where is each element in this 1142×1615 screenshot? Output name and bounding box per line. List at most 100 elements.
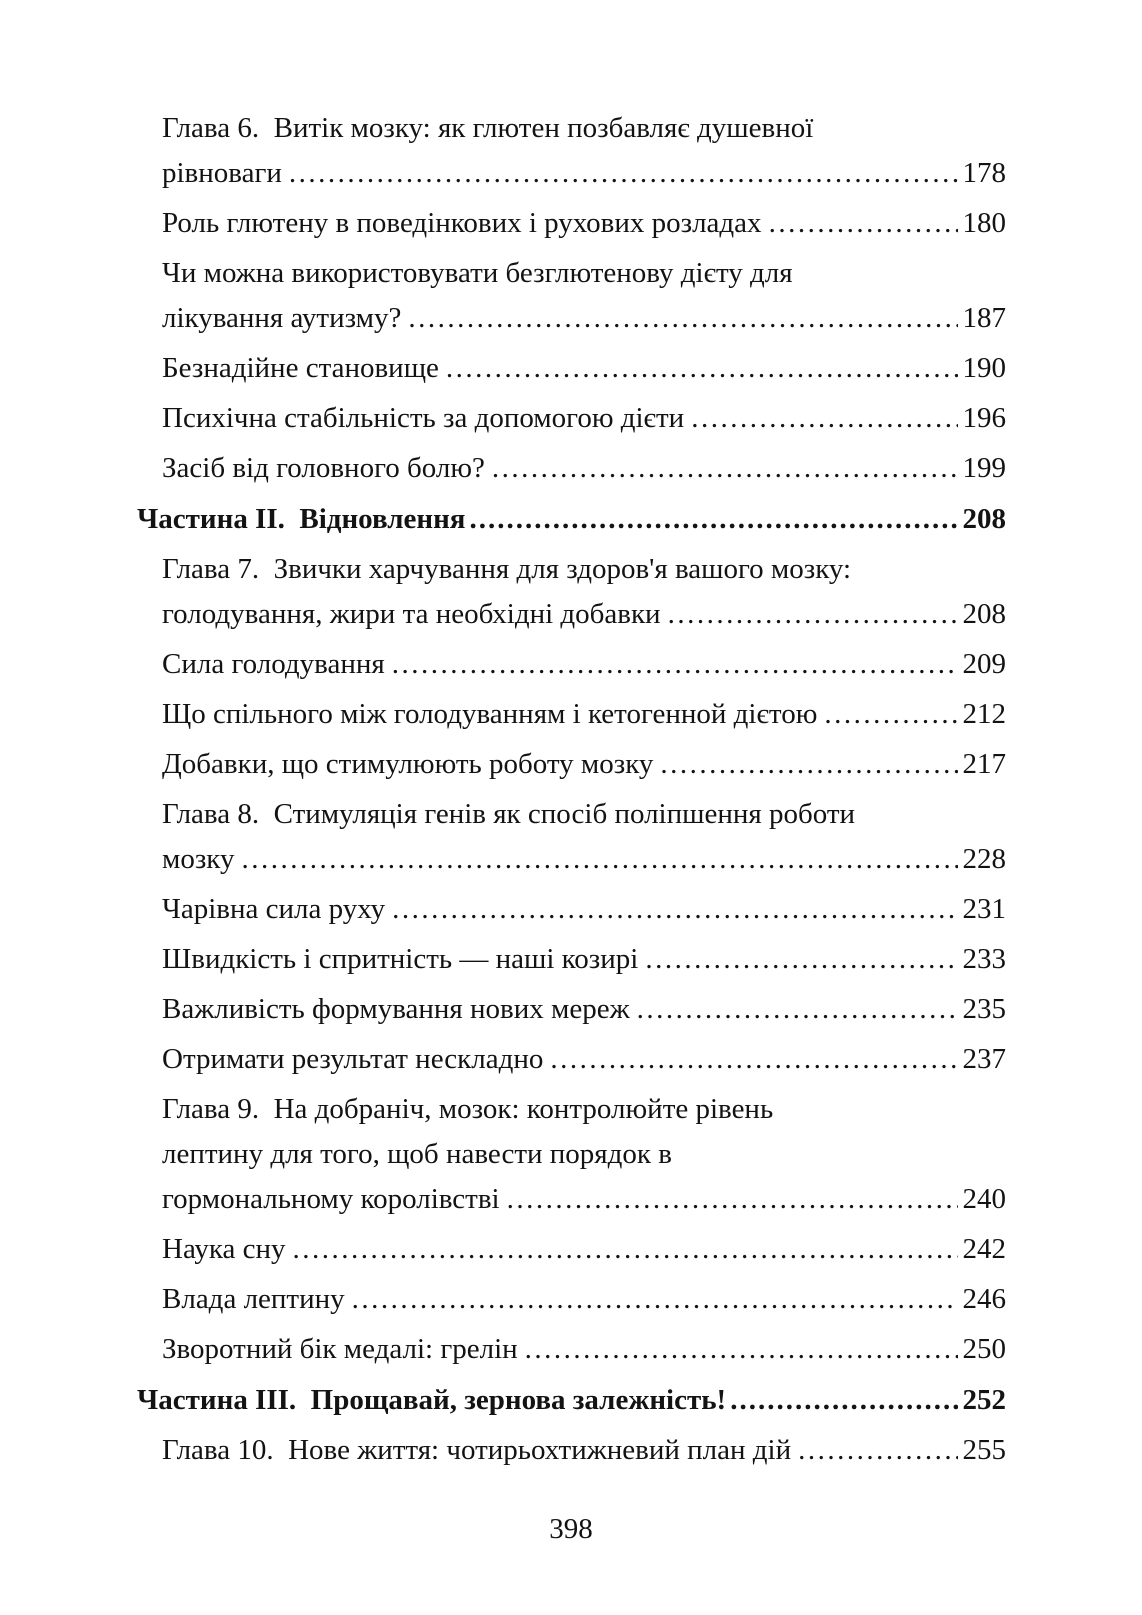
toc-entry-text-line: Роль глютену в поведінкових і рухових ро… xyxy=(162,207,762,239)
toc-entry-last-line: Психічна стабільність за допомогою дієти… xyxy=(162,396,1006,441)
toc-list: Глава 6. Витік мозку: як глютен позбавля… xyxy=(137,106,1006,1478)
toc-entry-last-line: Зворотний бік медалі: грелін............… xyxy=(162,1327,1006,1372)
toc-entry-section: Чи можна використовувати безглютенову ді… xyxy=(137,251,1006,341)
dot-leader: ........................................… xyxy=(288,157,958,189)
toc-entry-last-line: Швидкість і спритність — наші козирі....… xyxy=(162,937,1006,982)
toc-entry-page-number: 196 xyxy=(962,402,1007,434)
toc-entry-last-line: Роль глютену в поведінкових і рухових ро… xyxy=(162,201,1006,246)
toc-entry-page-number: 242 xyxy=(962,1233,1007,1265)
toc-entry-last-line: Важливість формування нових мереж.......… xyxy=(162,987,1006,1032)
toc-entry-text-line: Добавки, що стимулюють роботу мозку xyxy=(162,748,654,780)
toc-entry-chapter: Глава 9. На добраніч, мозок: контролюйте… xyxy=(137,1087,1006,1222)
toc-entry-section: Влада лептину...........................… xyxy=(137,1277,1006,1322)
toc-entry-page-number: 217 xyxy=(962,748,1007,780)
toc-entry-page-number: 187 xyxy=(962,302,1007,334)
toc-entry-section: Наука сну...............................… xyxy=(137,1227,1006,1272)
dot-leader: ........................................… xyxy=(645,943,958,975)
toc-entry-text-line: Чарівна сила руху xyxy=(162,893,386,925)
toc-entry-last-line: гормональному королівстві...............… xyxy=(162,1177,1006,1222)
dot-leader: ........................................… xyxy=(798,1434,957,1466)
toc-entry-page-number: 180 xyxy=(962,207,1007,239)
toc-entry-text-line: Глава 9. На добраніч, мозок: контролюйте… xyxy=(162,1093,774,1125)
toc-entry-page-number: 208 xyxy=(962,598,1007,630)
toc-entry-text-line: голодування, жири та необхідні добавки xyxy=(162,598,661,630)
dot-leader: ........................................… xyxy=(550,1043,957,1075)
toc-entry-text-line: Засіб від головного болю? xyxy=(162,452,485,484)
dot-leader: ........................................… xyxy=(824,698,957,730)
toc-entry-text-line: Глава 7. Звички харчування для здоров'я … xyxy=(162,553,852,585)
toc-entry-last-line: Влада лептину...........................… xyxy=(162,1277,1006,1322)
toc-entry-last-line: Безнадійне становище....................… xyxy=(162,346,1006,391)
toc-entry-section: Що спільного між голодуванням і кетогенн… xyxy=(137,692,1006,737)
dot-leader: ........................................… xyxy=(660,748,958,780)
toc-entry-text-line: Чи можна використовувати безглютенову ді… xyxy=(162,257,793,289)
toc-entry-part: Частина II. Відновлення.................… xyxy=(137,497,1006,542)
dot-leader: ........................................… xyxy=(667,598,958,630)
toc-entry-last-line: Сила голодування........................… xyxy=(162,642,1006,687)
toc-entry-text-line: мозку xyxy=(162,843,235,875)
toc-entry-text-line: Частина II. Відновлення xyxy=(137,503,466,535)
toc-entry-text-line: лікування аутизму? xyxy=(162,302,402,334)
dot-leader: ........................................… xyxy=(491,452,958,484)
toc-entry-section: Добавки, що стимулюють роботу мозку.....… xyxy=(137,742,1006,787)
dot-leader: ........................................… xyxy=(445,352,958,384)
toc-entry-last-line: мозку...................................… xyxy=(162,837,1006,882)
toc-entry-page-number: 199 xyxy=(962,452,1007,484)
toc-entry-last-line: Глава 10. Нове життя: чотирьохтижневий п… xyxy=(162,1428,1006,1473)
toc-entry-text-line: Глава 10. Нове життя: чотирьохтижневий п… xyxy=(162,1434,792,1466)
toc-entry-text-line: Частина III. Прощавай, зернова залежніст… xyxy=(137,1384,727,1416)
toc-entry-text-line: Глава 6. Витік мозку: як глютен позбавля… xyxy=(162,112,814,144)
toc-entry-section: Важливість формування нових мереж.......… xyxy=(137,987,1006,1032)
toc-entry-text-line: рівноваги xyxy=(162,157,282,189)
toc-entry-section: Засіб від головного болю?...............… xyxy=(137,446,1006,491)
dot-leader: ........................................… xyxy=(392,893,958,925)
dot-leader: ........................................… xyxy=(408,302,957,334)
toc-entry-part: Частина III. Прощавай, зернова залежніст… xyxy=(137,1378,1006,1423)
toc-entry-section: Отримати результат нескладно............… xyxy=(137,1037,1006,1082)
dot-leader: ........................................… xyxy=(469,503,958,535)
toc-entry-chapter: Глава 6. Витік мозку: як глютен позбавля… xyxy=(137,106,1006,196)
toc-entry-last-line: Чарівна сила руху.......................… xyxy=(162,887,1006,932)
toc-entry-last-line: Що спільного між голодуванням і кетогенн… xyxy=(162,692,1006,737)
toc-entry-text-line: Що спільного між голодуванням і кетогенн… xyxy=(162,698,818,730)
toc-entry-page-number: 237 xyxy=(962,1043,1007,1075)
toc-entry-section: Швидкість і спритність — наші козирі....… xyxy=(137,937,1006,982)
toc-entry-page-number: 228 xyxy=(962,843,1007,875)
toc-entry-last-line: Добавки, що стимулюють роботу мозку.....… xyxy=(162,742,1006,787)
dot-leader: ........................................… xyxy=(691,402,957,434)
toc-entry-page-number: 250 xyxy=(962,1333,1007,1365)
toc-entry-text-line: Важливість формування нових мереж xyxy=(162,993,630,1025)
toc-entry-page-number: 208 xyxy=(962,503,1007,535)
toc-entry-text-line: Швидкість і спритність — наші козирі xyxy=(162,943,639,975)
toc-entry-page-number: 252 xyxy=(962,1384,1007,1416)
toc-entry-section: Роль глютену в поведінкових і рухових ро… xyxy=(137,201,1006,246)
toc-entry-section: Чарівна сила руху.......................… xyxy=(137,887,1006,932)
toc-entry-last-line: рівноваги...............................… xyxy=(162,151,1006,196)
toc-entry-page-number: 235 xyxy=(962,993,1007,1025)
toc-entry-page-number: 246 xyxy=(962,1283,1007,1315)
toc-entry-last-line: Частина II. Відновлення.................… xyxy=(137,497,1006,542)
dot-leader: ........................................… xyxy=(351,1283,958,1315)
toc-entry-page-number: 231 xyxy=(962,893,1007,925)
toc-entry-page-number: 190 xyxy=(962,352,1007,384)
toc-entry-text-line: Наука сну xyxy=(162,1233,286,1265)
toc-entry-text-line: Влада лептину xyxy=(162,1283,345,1315)
toc-entry-section: Психічна стабільність за допомогою дієти… xyxy=(137,396,1006,441)
toc-entry-chapter: Глава 8. Стимуляція генів як спосіб полі… xyxy=(137,792,1006,882)
toc-entry-text-line: Безнадійне становище xyxy=(162,352,439,384)
toc-entry-text-line: гормональному королівстві xyxy=(162,1183,500,1215)
toc-entry-last-line: голодування, жири та необхідні добавки..… xyxy=(162,592,1006,637)
toc-entry-chapter: Глава 7. Звички харчування для здоров'я … xyxy=(137,547,1006,637)
dot-leader: ........................................… xyxy=(636,993,958,1025)
toc-entry-text-line: Психічна стабільність за допомогою дієти xyxy=(162,402,685,434)
toc-entry-last-line: Засіб від головного болю?...............… xyxy=(162,446,1006,491)
toc-entry-text-line: Глава 8. Стимуляція генів як спосіб полі… xyxy=(162,798,856,830)
toc-entry-last-line: Частина III. Прощавай, зернова залежніст… xyxy=(137,1378,1006,1423)
dot-leader: ........................................… xyxy=(768,207,958,239)
toc-entry-text-line: лептину для того, щоб навести порядок в xyxy=(162,1138,672,1170)
toc-entry-page-number: 255 xyxy=(962,1434,1007,1466)
dot-leader: ........................................… xyxy=(292,1233,958,1265)
toc-entry-section: Сила голодування........................… xyxy=(137,642,1006,687)
toc-entry-page-number: 209 xyxy=(962,648,1007,680)
